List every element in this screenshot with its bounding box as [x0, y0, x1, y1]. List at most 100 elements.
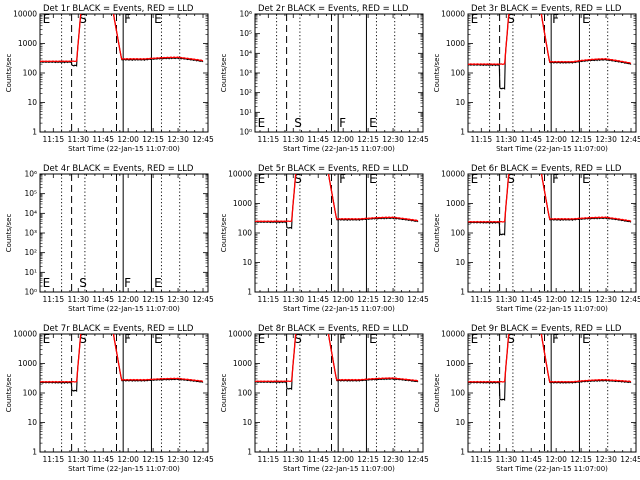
curves — [255, 334, 419, 391]
y-tick-label: 10² — [24, 248, 37, 257]
x-tick-label: 11:15 — [257, 135, 279, 144]
y-tick-label: 10⁴ — [239, 49, 252, 58]
y-tick-label: 10000 — [13, 330, 37, 339]
x-tick-label: 12:45 — [620, 135, 640, 144]
y-tick-label: 10⁶ — [24, 170, 37, 179]
y-tick-label: 1000 — [233, 359, 252, 368]
y-tick-label: 10¹ — [24, 268, 37, 277]
zone-label: F — [124, 12, 131, 26]
y-tick-label: 100 — [238, 229, 253, 238]
y-tick-label: 1000 — [18, 39, 37, 48]
zone-label: E — [154, 12, 162, 26]
x-tick-label: 12:30 — [595, 455, 617, 464]
x-tick-label: 11:15 — [42, 135, 64, 144]
zone-label: E — [154, 276, 162, 290]
lld-series-line — [40, 14, 204, 63]
x-tick-label: 12:00 — [332, 295, 354, 304]
x-tick-label: 11:15 — [470, 455, 492, 464]
x-tick-label: 12:00 — [117, 455, 139, 464]
zone-label: F — [552, 12, 559, 26]
lld-series-line — [468, 174, 632, 223]
y-tick-label: 1 — [32, 128, 37, 137]
y-tick-label: 1 — [247, 448, 252, 457]
y-tick-label: 10⁰ — [239, 128, 252, 137]
y-tick-label: 1000 — [446, 359, 465, 368]
zone-label: F — [339, 332, 346, 346]
x-tick-label: 12:30 — [382, 455, 404, 464]
x-tick-label: 11:45 — [92, 455, 114, 464]
y-axis-title: Counts/sec — [433, 54, 441, 93]
y-tick-label: 1000 — [446, 39, 465, 48]
zone-label: E — [471, 12, 479, 26]
zone-label: E — [258, 116, 266, 130]
y-tick-label: 10¹ — [239, 108, 252, 117]
x-tick-label: 12:00 — [545, 455, 567, 464]
y-tick-label: 10000 — [441, 170, 465, 179]
x-tick-label: 11:15 — [470, 135, 492, 144]
x-tick-label: 12:30 — [167, 135, 189, 144]
zone-label: E — [154, 332, 162, 346]
x-tick-label: 11:15 — [470, 295, 492, 304]
plot-frame — [39, 173, 209, 293]
x-tick-label: 12:15 — [357, 455, 379, 464]
y-tick-label: 10⁴ — [24, 209, 37, 218]
x-axis-title: Start Time (22-Jan-15 11:07:00) — [496, 465, 608, 473]
y-tick-label: 10 — [242, 418, 252, 427]
y-tick-label: 1 — [460, 128, 465, 137]
x-tick-label: 11:30 — [495, 455, 517, 464]
x-tick-label: 12:30 — [595, 295, 617, 304]
plot-frame — [254, 13, 424, 133]
y-axis-title: Counts/sec — [5, 54, 13, 93]
y-tick-label: 1 — [32, 448, 37, 457]
x-tick-label: 12:30 — [167, 295, 189, 304]
x-tick-label: 11:15 — [257, 455, 279, 464]
zone-label: E — [582, 332, 590, 346]
curves — [468, 174, 632, 236]
x-tick-label: 12:45 — [192, 295, 214, 304]
plot-frame — [39, 333, 209, 453]
x-tick-label: 12:00 — [117, 295, 139, 304]
y-tick-label: 1000 — [18, 359, 37, 368]
panel-title: Det 8r BLACK = Events, RED = LLD — [258, 324, 409, 334]
panel-title: Det 6r BLACK = Events, RED = LLD — [471, 164, 622, 174]
y-axis-title: Counts/sec — [5, 374, 13, 413]
y-tick-label: 10⁶ — [239, 10, 252, 19]
x-axis-title: Start Time (22-Jan-15 11:07:00) — [283, 305, 395, 313]
y-tick-label: 10000 — [13, 10, 37, 19]
x-tick-label: 12:15 — [142, 455, 164, 464]
curves — [468, 334, 632, 401]
zone-label: S — [507, 332, 515, 346]
zone-label: E — [43, 332, 51, 346]
x-tick-label: 12:15 — [142, 135, 164, 144]
lld-series-line — [468, 334, 632, 383]
x-axis-title: Start Time (22-Jan-15 11:07:00) — [496, 145, 608, 153]
detector-panel: Det 6r BLACK = Events, RED = LLD 11:15 11:… — [433, 164, 640, 313]
zone-label: S — [79, 276, 87, 290]
y-axis-title: Counts/sec — [433, 214, 441, 253]
zone-label: S — [507, 12, 515, 26]
x-tick-label: 11:15 — [42, 455, 64, 464]
zone-label: F — [339, 172, 346, 186]
panel-title: Det 2r BLACK = Events, RED = LLD — [258, 4, 409, 14]
y-tick-label: 10000 — [441, 10, 465, 19]
x-tick-label: 11:30 — [67, 135, 89, 144]
y-tick-label: 10 — [455, 418, 465, 427]
y-tick-label: 10⁵ — [239, 29, 252, 38]
x-tick-label: 12:45 — [407, 455, 429, 464]
panel-title: Det 3r BLACK = Events, RED = LLD — [471, 4, 622, 14]
y-axis-title: Counts/sec — [220, 374, 228, 413]
zone-label: E — [471, 172, 479, 186]
zone-label: E — [369, 172, 377, 186]
x-tick-label: 11:45 — [520, 295, 542, 304]
lld-series-line — [40, 334, 204, 383]
zone-label: S — [79, 332, 87, 346]
y-tick-label: 1000 — [233, 199, 252, 208]
zone-label: F — [124, 276, 131, 290]
